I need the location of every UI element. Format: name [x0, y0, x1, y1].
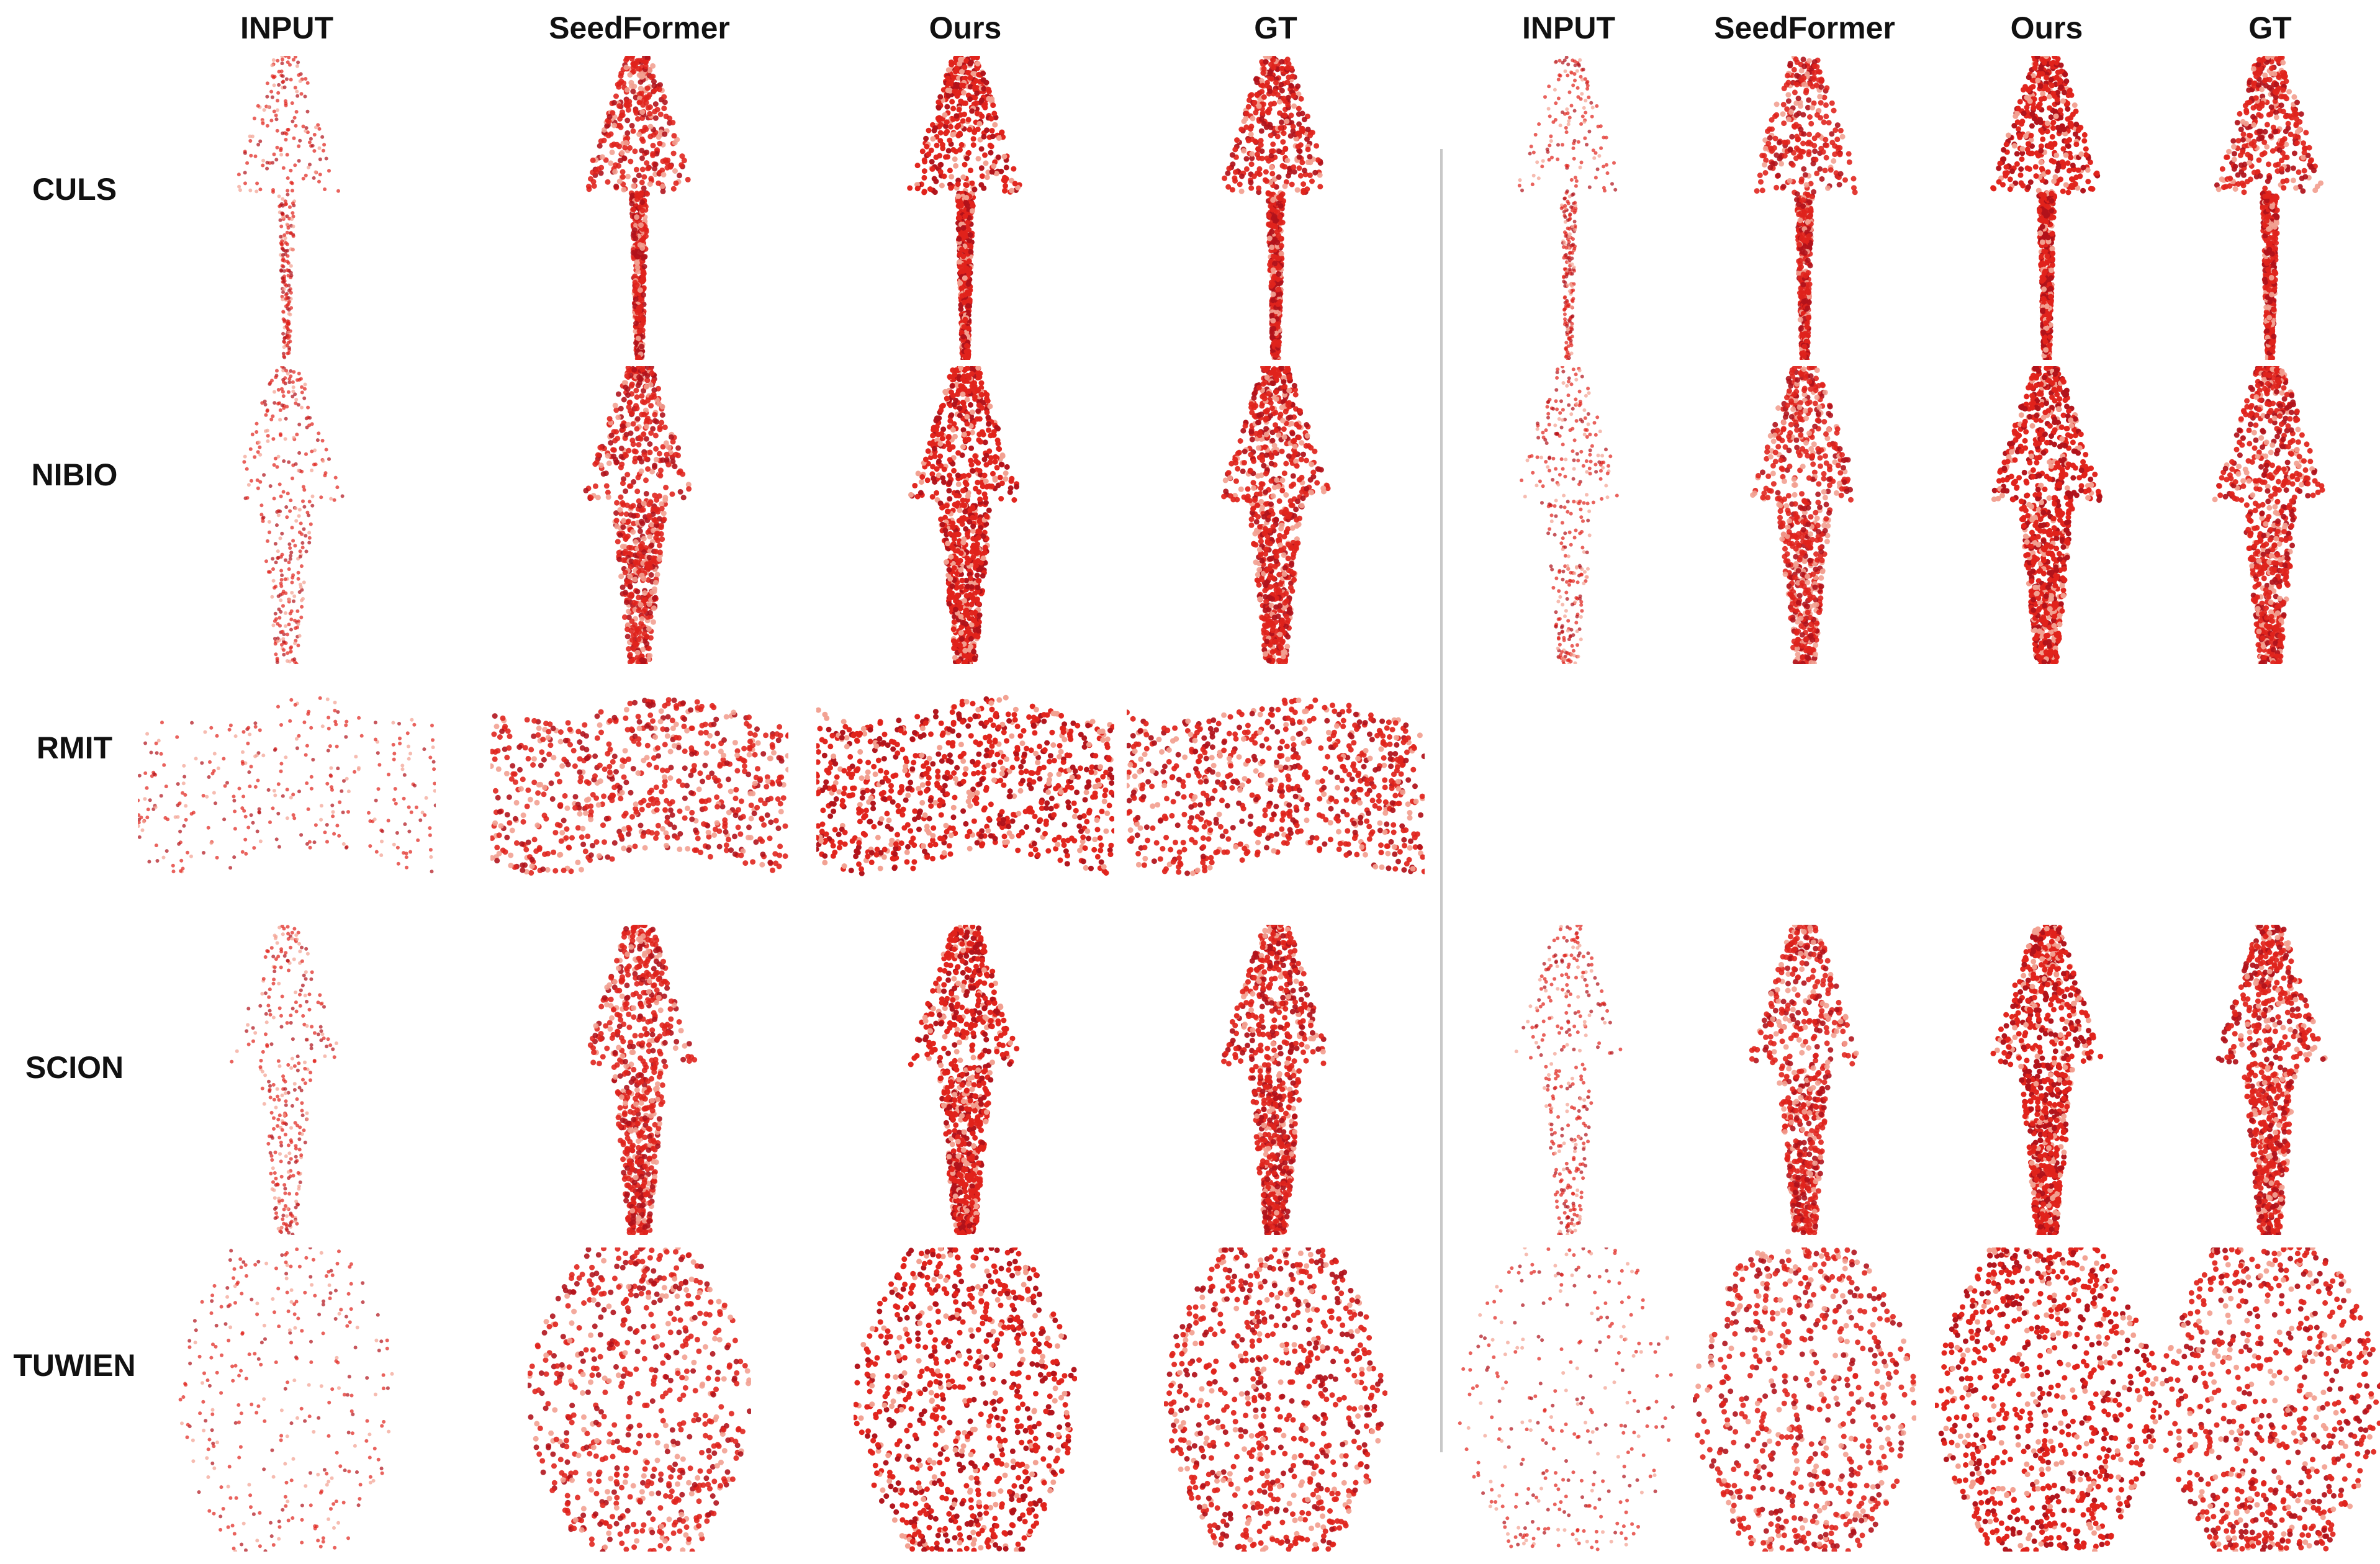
- tree-point-cloud-rmit-1: [490, 673, 788, 909]
- tree-point-cloud-tuwien-2: [854, 1247, 1077, 1552]
- tree-point-cloud-rmit-3: [1127, 673, 1425, 909]
- column-header-input-right: INPUT: [1438, 6, 1699, 50]
- row-label-scion: SCION: [0, 1046, 149, 1089]
- tree-point-cloud-tuwien-3: [1164, 1247, 1387, 1552]
- tree-point-cloud-nibio-6: [1985, 366, 2109, 664]
- tree-point-cloud-scion-6: [1985, 925, 2109, 1235]
- tree-point-cloud-scion-3: [1214, 925, 1338, 1235]
- column-header-gt-left: GT: [1145, 6, 1406, 50]
- tree-point-cloud-culs-7: [2208, 56, 2332, 360]
- tree-point-cloud-nibio-4: [1507, 366, 1631, 664]
- row-label-rmit: RMIT: [0, 726, 149, 770]
- tree-point-cloud-rmit-0: [138, 673, 436, 909]
- tree-point-cloud-culs-1: [577, 56, 701, 360]
- tree-point-cloud-culs-4: [1507, 56, 1631, 360]
- tree-point-cloud-nibio-2: [903, 366, 1027, 664]
- tree-point-cloud-nibio-1: [577, 366, 701, 664]
- tree-point-cloud-scion-7: [2208, 925, 2332, 1235]
- tree-point-cloud-rmit-2: [816, 673, 1114, 909]
- column-header-ours-left: Ours: [835, 6, 1096, 50]
- column-header-ours-right: Ours: [1916, 6, 2177, 50]
- column-header-seedformer-right: SeedFormer: [1674, 6, 1935, 50]
- panel-divider: [1440, 149, 1443, 1452]
- tree-point-cloud-tuwien-4: [1457, 1247, 1680, 1552]
- tree-point-cloud-tuwien-0: [175, 1247, 399, 1552]
- row-label-culs: CULS: [0, 168, 149, 211]
- tree-point-cloud-nibio-0: [225, 366, 349, 664]
- tree-point-cloud-culs-5: [1742, 56, 1867, 360]
- column-header-seedformer-left: SeedFormer: [509, 6, 770, 50]
- column-header-gt-right: GT: [2140, 6, 2380, 50]
- tree-point-cloud-nibio-7: [2208, 366, 2332, 664]
- tree-point-cloud-tuwien-5: [1693, 1247, 1916, 1552]
- row-label-nibio: NIBIO: [0, 453, 149, 497]
- tree-point-cloud-scion-1: [577, 925, 701, 1235]
- tree-point-cloud-nibio-5: [1742, 366, 1867, 664]
- tree-point-cloud-culs-3: [1214, 56, 1338, 360]
- tree-point-cloud-culs-6: [1985, 56, 2109, 360]
- tree-point-cloud-scion-5: [1742, 925, 1867, 1235]
- column-header-input-left: INPUT: [156, 6, 417, 50]
- tree-point-cloud-tuwien-1: [528, 1247, 751, 1552]
- tree-point-cloud-scion-0: [225, 925, 349, 1235]
- tree-point-cloud-culs-2: [903, 56, 1027, 360]
- tree-point-cloud-scion-2: [903, 925, 1027, 1235]
- tree-point-cloud-culs-0: [225, 56, 349, 360]
- row-label-tuwien: TUWIEN: [0, 1344, 149, 1387]
- tree-point-cloud-tuwien-7: [2158, 1247, 2380, 1552]
- tree-point-cloud-nibio-3: [1214, 366, 1338, 664]
- tree-point-cloud-scion-4: [1507, 925, 1631, 1235]
- tree-point-cloud-tuwien-6: [1935, 1247, 2158, 1552]
